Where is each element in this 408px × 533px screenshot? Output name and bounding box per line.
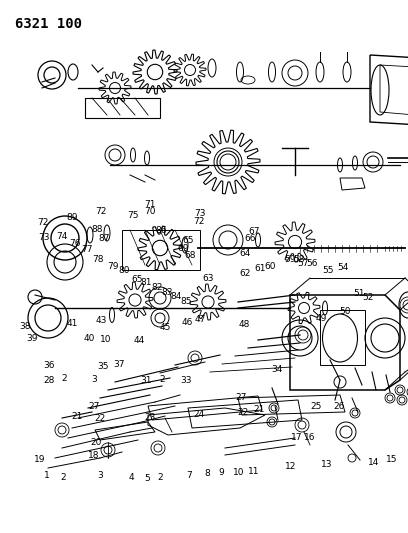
Text: 11: 11	[248, 467, 260, 476]
Text: 1: 1	[44, 471, 50, 480]
Text: 15: 15	[386, 455, 397, 464]
Text: 13: 13	[321, 461, 332, 469]
Text: 3: 3	[97, 471, 103, 480]
Text: 72: 72	[193, 217, 205, 225]
Text: 21: 21	[254, 405, 265, 414]
Text: 50: 50	[339, 308, 350, 316]
Text: 8: 8	[204, 469, 210, 478]
Text: 85: 85	[180, 297, 191, 305]
Text: 65: 65	[182, 237, 193, 245]
Text: 84: 84	[171, 293, 182, 301]
Text: 6321 100: 6321 100	[15, 17, 82, 31]
Text: 55: 55	[322, 266, 334, 275]
Text: 37: 37	[113, 360, 125, 368]
Text: 4: 4	[129, 473, 134, 481]
Text: 22: 22	[237, 408, 249, 416]
Text: 10: 10	[100, 335, 111, 344]
Text: 62: 62	[239, 270, 251, 278]
Text: 60: 60	[264, 262, 276, 271]
Text: 78: 78	[92, 255, 104, 263]
Text: 75: 75	[127, 212, 138, 220]
Text: 59: 59	[285, 255, 296, 264]
Text: 2: 2	[60, 473, 66, 482]
Text: 23: 23	[144, 413, 156, 422]
Text: 49: 49	[316, 314, 327, 322]
Text: 89: 89	[67, 213, 78, 222]
Text: 67: 67	[248, 227, 260, 236]
Text: 43: 43	[95, 317, 107, 325]
Text: 66: 66	[244, 235, 256, 243]
Text: 87: 87	[98, 235, 110, 243]
Text: 48: 48	[238, 320, 250, 328]
Text: 70: 70	[144, 207, 156, 215]
Text: 72: 72	[37, 219, 49, 227]
Text: 27: 27	[88, 402, 100, 410]
Text: 18: 18	[88, 451, 100, 460]
Text: 63: 63	[202, 274, 214, 282]
Text: 31: 31	[140, 376, 152, 385]
Text: 28: 28	[43, 376, 55, 385]
Text: 88: 88	[91, 225, 103, 233]
Text: 21: 21	[72, 413, 83, 421]
Text: 2: 2	[62, 374, 67, 383]
Text: 72: 72	[95, 207, 107, 215]
Text: 38: 38	[20, 322, 31, 331]
Text: 10: 10	[233, 469, 245, 477]
Text: 12: 12	[285, 463, 296, 471]
Text: 69: 69	[177, 244, 188, 253]
Text: 33: 33	[181, 376, 192, 385]
Text: 65: 65	[131, 276, 142, 284]
Text: 26: 26	[334, 402, 345, 410]
Text: 81: 81	[140, 278, 152, 287]
Text: 51: 51	[353, 289, 365, 297]
Text: 83: 83	[162, 288, 173, 296]
Text: 14: 14	[368, 458, 379, 467]
Text: 19: 19	[34, 455, 46, 464]
Text: 73: 73	[38, 233, 50, 241]
Text: 58: 58	[293, 255, 304, 264]
Text: 17: 17	[291, 433, 303, 441]
Text: 71: 71	[144, 200, 156, 208]
Text: 20: 20	[90, 438, 102, 447]
Text: 46: 46	[182, 318, 193, 327]
Text: 39: 39	[26, 335, 38, 343]
Text: 16: 16	[304, 433, 315, 441]
Text: 80: 80	[118, 266, 130, 275]
Text: 77: 77	[81, 245, 92, 254]
Text: 52: 52	[362, 293, 374, 302]
Text: 47: 47	[194, 316, 206, 324]
Text: 5: 5	[144, 474, 150, 483]
Text: 9: 9	[218, 469, 224, 477]
Text: 54: 54	[337, 263, 348, 272]
Text: 24: 24	[193, 410, 205, 418]
Text: 3: 3	[92, 375, 98, 384]
Text: 64: 64	[239, 249, 251, 258]
Text: 86: 86	[155, 226, 167, 235]
Text: 34: 34	[272, 366, 283, 374]
Text: 35: 35	[97, 362, 109, 371]
Text: 44: 44	[133, 336, 144, 344]
Text: 41: 41	[67, 319, 78, 328]
Text: 25: 25	[310, 402, 322, 410]
Text: 57: 57	[297, 259, 308, 268]
Text: 56: 56	[306, 259, 317, 268]
Text: 82: 82	[151, 284, 163, 292]
Text: 27: 27	[235, 393, 246, 401]
Text: 79: 79	[108, 262, 119, 271]
Text: 36: 36	[43, 361, 55, 370]
Text: 7: 7	[186, 472, 192, 480]
Text: 76: 76	[69, 239, 81, 247]
Text: 2: 2	[157, 473, 163, 481]
Text: 2: 2	[160, 375, 165, 384]
Text: 22: 22	[94, 415, 106, 423]
Text: 73: 73	[194, 209, 206, 218]
Text: 40: 40	[83, 334, 95, 343]
Text: 45: 45	[160, 324, 171, 332]
Text: 74: 74	[56, 232, 68, 241]
Text: 61: 61	[255, 264, 266, 273]
Text: 68: 68	[184, 252, 195, 260]
